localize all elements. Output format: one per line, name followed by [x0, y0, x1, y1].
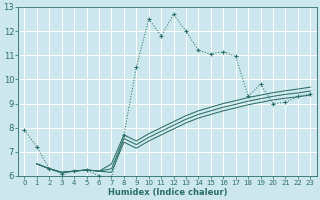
X-axis label: Humidex (Indice chaleur): Humidex (Indice chaleur) — [108, 188, 227, 197]
